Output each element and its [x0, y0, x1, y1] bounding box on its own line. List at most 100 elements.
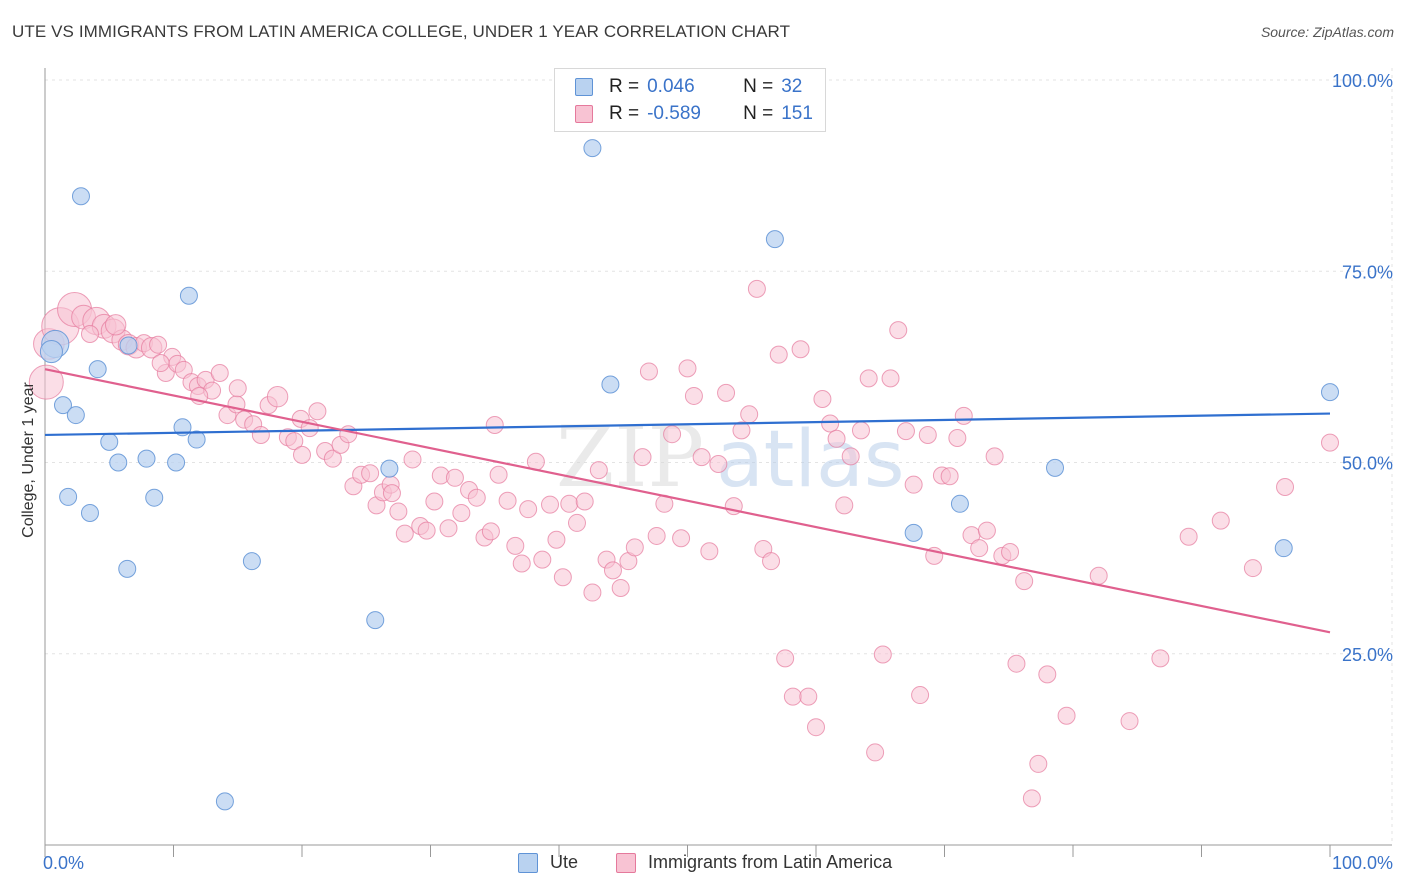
data-point-immigrants	[700, 542, 719, 561]
data-point-ute	[380, 459, 399, 478]
data-point-ute	[80, 503, 99, 522]
data-point-immigrants	[80, 324, 99, 343]
trend-line-immigrants	[44, 368, 1331, 634]
data-point-immigrants	[603, 561, 622, 580]
y-axis-label: College, Under 1 year	[20, 382, 37, 538]
data-point-immigrants	[498, 491, 517, 510]
data-point-immigrants	[323, 449, 342, 468]
data-point-immigrants	[104, 314, 127, 336]
data-point-immigrants	[1015, 572, 1034, 591]
data-point-immigrants	[285, 432, 304, 451]
axes	[44, 68, 1392, 857]
data-point-immigrants	[547, 530, 566, 549]
legend-n-value-immigrants: 151	[781, 103, 813, 124]
data-point-immigrants	[1089, 566, 1108, 585]
ute-points	[39, 69, 1339, 811]
data-point-immigrants	[625, 538, 644, 557]
data-point-immigrants	[1243, 559, 1262, 578]
data-point-ute	[71, 187, 90, 206]
data-point-ute	[1321, 383, 1339, 402]
data-point-ute	[765, 230, 784, 249]
immigrants-points	[28, 279, 1339, 808]
legend-n-label: N =	[743, 103, 774, 124]
data-point-immigrants	[684, 386, 703, 405]
data-point-ute	[904, 523, 923, 542]
data-point-ute	[145, 488, 164, 507]
data-point-immigrants	[1001, 543, 1020, 562]
data-point-ute	[39, 340, 63, 364]
data-point-immigrants	[709, 455, 728, 474]
correlation-legend: R = 0.046 N = 32 R = -0.589 N = 151	[554, 68, 826, 132]
series-legend-label-immigrants: Immigrants from Latin America	[648, 852, 893, 872]
data-point-ute	[137, 449, 156, 468]
data-point-immigrants	[1276, 477, 1295, 496]
data-point-immigrants	[732, 421, 751, 440]
data-point-immigrants	[395, 524, 414, 543]
legend-row-immigrants: R = -0.589 N = 151	[575, 102, 813, 126]
data-point-immigrants	[541, 495, 560, 514]
data-point-immigrants	[692, 448, 711, 467]
x-tick-label: 100.0%	[1332, 853, 1393, 873]
data-point-immigrants	[403, 450, 422, 469]
data-point-immigrants	[783, 687, 802, 706]
data-point-immigrants	[881, 369, 900, 388]
data-point-immigrants	[1151, 649, 1170, 668]
data-point-immigrants	[896, 422, 915, 441]
data-point-immigrants	[553, 568, 572, 587]
data-point-immigrants	[439, 519, 458, 538]
trend-lines	[44, 368, 1331, 634]
y-tick-label: 50.0%	[1342, 454, 1393, 474]
tick-labels: 25.0% 50.0% 75.0% 100.0% 0.0% 100.0%	[43, 71, 1393, 873]
data-point-immigrants	[799, 687, 818, 706]
data-point-ute	[109, 453, 128, 472]
data-point-ute	[119, 336, 138, 355]
data-point-immigrants	[382, 484, 401, 503]
y-tick-label: 100.0%	[1332, 71, 1393, 91]
y-tick-label: 25.0%	[1342, 645, 1393, 665]
legend-row-ute: R = 0.046 N = 32	[575, 75, 802, 99]
data-point-immigrants	[970, 539, 989, 558]
series-legend-swatch-immigrants	[616, 852, 637, 873]
data-point-ute	[187, 430, 206, 449]
data-point-ute	[100, 432, 119, 451]
data-point-immigrants	[425, 492, 444, 511]
data-point-immigrants	[293, 445, 311, 464]
watermark-zip: ZIP	[556, 408, 704, 506]
data-point-immigrants	[417, 521, 436, 540]
data-point-immigrants	[807, 718, 825, 737]
data-point-immigrants	[485, 416, 504, 435]
data-point-immigrants	[977, 521, 996, 540]
legend-r-value-ute: 0.046	[647, 76, 695, 97]
data-point-ute	[59, 487, 78, 506]
data-point-immigrants	[663, 425, 682, 444]
data-point-ute	[53, 396, 72, 415]
trend-line-ute	[44, 412, 1331, 437]
data-point-immigrants	[228, 379, 247, 398]
data-point-immigrants	[1029, 754, 1048, 773]
data-point-immigrants	[583, 583, 602, 602]
data-point-ute	[215, 792, 234, 811]
data-point-immigrants	[481, 522, 500, 541]
data-point-ute	[366, 611, 385, 630]
data-point-immigrants	[678, 359, 697, 378]
data-point-immigrants	[672, 529, 691, 548]
data-point-immigrants	[940, 467, 959, 486]
data-point-immigrants	[813, 390, 832, 409]
data-point-immigrants	[647, 526, 666, 545]
data-point-ute	[1274, 539, 1293, 558]
data-point-immigrants	[1022, 789, 1041, 808]
data-point-immigrants	[560, 494, 579, 513]
data-point-immigrants	[904, 475, 923, 494]
data-point-ute	[118, 559, 137, 578]
data-point-immigrants	[1038, 665, 1057, 684]
data-point-immigrants	[1321, 433, 1339, 452]
data-point-immigrants	[533, 550, 552, 569]
data-point-immigrants	[985, 447, 1004, 466]
legend-r-label: R =	[609, 76, 640, 97]
chart-title: UTE VS IMMIGRANTS FROM LATIN AMERICA COL…	[12, 22, 791, 41]
data-point-immigrants	[827, 429, 846, 448]
data-point-immigrants	[251, 425, 270, 444]
legend-swatch-ute	[575, 78, 593, 96]
data-point-immigrants	[512, 554, 531, 573]
